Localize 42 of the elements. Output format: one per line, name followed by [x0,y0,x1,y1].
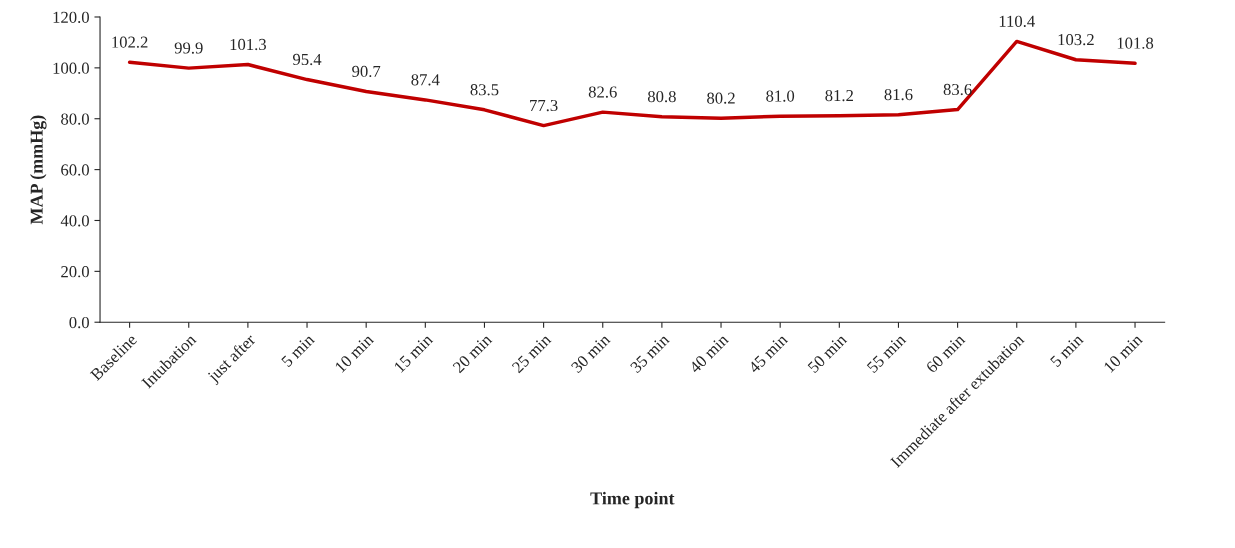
x-tick-label: just after [205,332,259,386]
y-tick-label: 0.0 [69,316,89,329]
data-label: 103.2 [1058,33,1094,46]
x-tick-label: 55 min [866,333,907,374]
y-tick-label: 20.0 [61,266,89,278]
data-label: 101.3 [230,38,266,51]
data-label: 82.6 [588,86,617,98]
x-tick-label: 10 min [1103,333,1144,373]
x-tick-label: 20 min [452,333,493,374]
y-tick-label: 80.0 [61,113,89,125]
data-label: 110.4 [999,15,1035,27]
data-label: 90.7 [352,65,381,78]
data-label: 77.3 [530,99,558,112]
x-tick-label: 10 min [334,333,375,373]
data-label: 87.4 [411,74,440,86]
y-tick-label: 60.0 [61,164,89,176]
x-tick-label: 40 min [688,333,730,374]
y-tick-label: 120.0 [53,11,89,24]
data-label: 95.4 [292,53,322,66]
data-label: 83.6 [943,83,972,96]
x-tick-label: 30 min [570,333,611,374]
x-tick-label: 5 min [280,333,316,368]
y-axis-title: MAP (mmHg) [30,115,47,225]
data-label: 81.6 [884,88,913,101]
data-label: 81.2 [825,89,853,102]
data-label: 102.2 [112,36,148,48]
x-tick-label: 50 min [807,333,848,374]
data-label: 80.2 [707,92,735,104]
data-label: 81.0 [766,90,795,102]
data-label: 101.8 [1117,37,1154,49]
x-tick-label: 5 min [1049,333,1085,368]
x-tick-label: 15 min [393,333,434,373]
data-label: 99.9 [174,42,203,54]
data-label: 83.5 [470,84,499,96]
x-tick-label: 25 min [511,333,552,374]
x-axis-title: Time point [590,491,675,509]
y-tick-label: 100.0 [53,62,89,74]
x-tick-label: 60 min [925,333,966,374]
x-tick-label: 45 min [747,333,789,374]
x-tick-label: 35 min [629,333,671,374]
data-label: 80.8 [647,90,676,103]
y-tick-label: 40.0 [60,215,89,227]
